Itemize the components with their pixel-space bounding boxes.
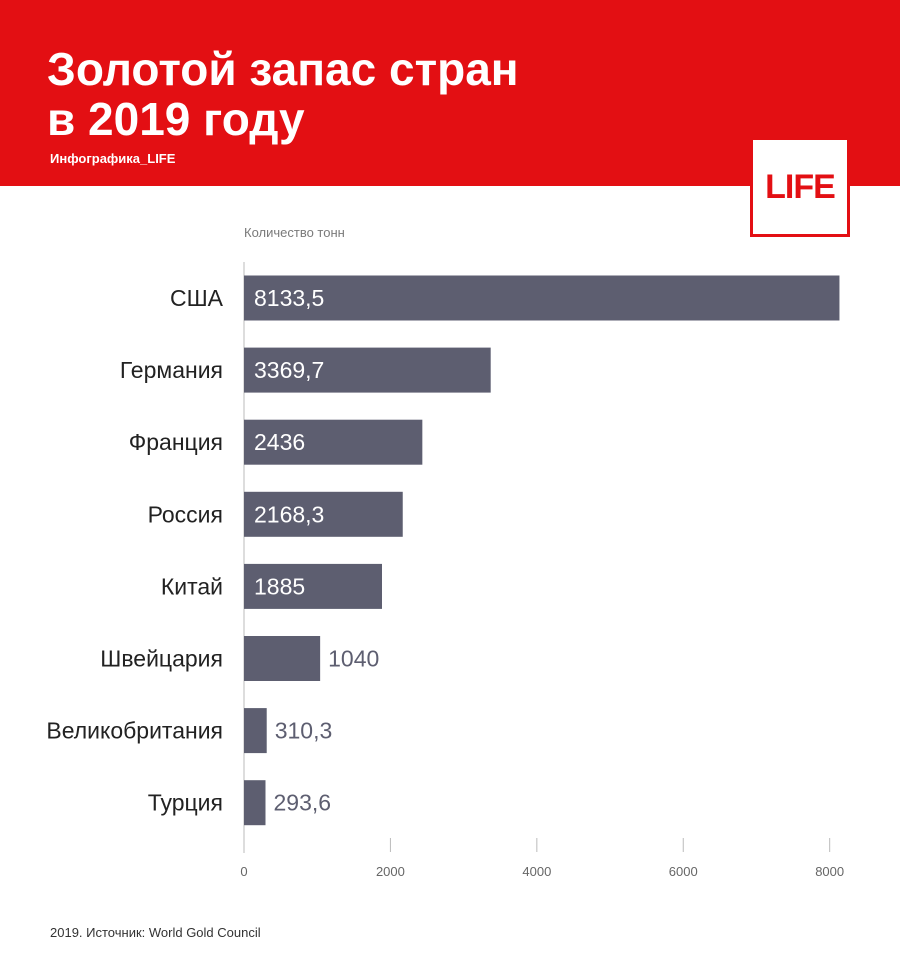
- title-line-1: Золотой запас стран: [47, 43, 519, 95]
- value-label: 1885: [254, 573, 305, 599]
- life-logo: LIFE: [750, 137, 850, 237]
- chart-title: Золотой запас стран в 2019 году: [47, 44, 519, 144]
- category-label: Китай: [161, 573, 223, 599]
- bar: [244, 347, 491, 393]
- bar: [244, 563, 383, 609]
- x-tick-label: 4000: [522, 864, 551, 879]
- category-label: Турция: [148, 790, 223, 816]
- value-label: 293,6: [273, 790, 331, 816]
- value-label: 2436: [254, 429, 305, 455]
- x-tick-label: 0: [240, 864, 247, 879]
- x-tick-label: 6000: [669, 864, 698, 879]
- category-label: Франция: [129, 429, 223, 455]
- value-label: 310,3: [275, 718, 333, 744]
- source-note: 2019. Источник: World Gold Council: [50, 925, 261, 940]
- category-label: Германия: [120, 357, 223, 383]
- bar: [244, 491, 403, 537]
- bar: [244, 636, 321, 681]
- credit-label: Инфографика_LIFE: [50, 151, 176, 166]
- value-label: 3369,7: [254, 357, 324, 383]
- value-label: 1040: [328, 646, 379, 672]
- x-tick-label: 2000: [376, 864, 405, 879]
- bar: [244, 275, 840, 321]
- category-label: Швейцария: [100, 646, 223, 672]
- category-label: Великобритания: [46, 718, 223, 744]
- bar: [244, 708, 267, 754]
- title-line-2: в 2019 году: [47, 93, 305, 145]
- bar: [244, 419, 423, 465]
- category-label: Россия: [148, 501, 223, 527]
- value-label: 2168,3: [254, 501, 324, 527]
- header-banner: Золотой запас стран в 2019 году Инфограф…: [0, 0, 900, 186]
- value-label: 8133,5: [254, 285, 324, 311]
- logo-text: LIFE: [765, 167, 836, 206]
- category-label: США: [170, 285, 224, 311]
- x-tick-label: 8000: [815, 864, 844, 879]
- x-axis-label: Количество тонн: [244, 225, 345, 240]
- bar: [244, 780, 266, 826]
